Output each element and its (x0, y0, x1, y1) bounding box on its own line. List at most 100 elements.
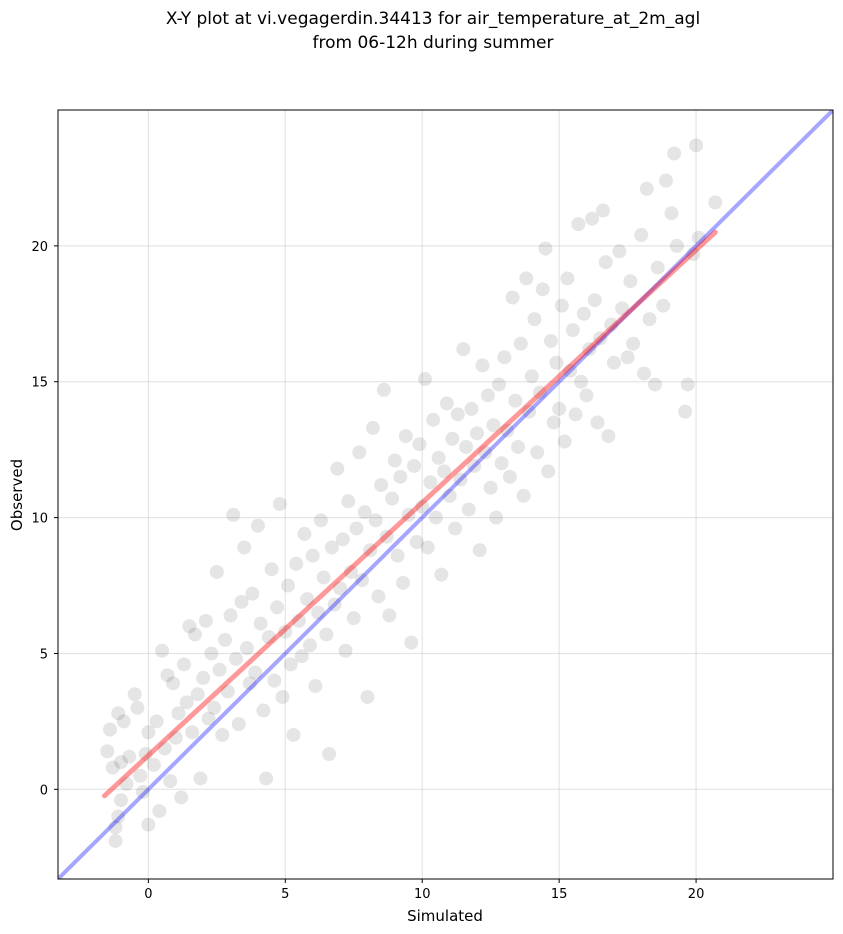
scatter-point (530, 445, 545, 460)
scatter-point (374, 477, 389, 492)
scatter-point (270, 600, 285, 615)
scatter-point (494, 456, 509, 471)
scatter-point (524, 369, 539, 384)
scatter-point (639, 181, 654, 196)
scatter-point (650, 260, 665, 275)
scatter-point (453, 472, 468, 487)
scatter-point (261, 630, 276, 645)
scatter-point (313, 513, 328, 528)
scatter-point (407, 458, 422, 473)
scatter-point (166, 676, 181, 691)
scatter-point (365, 420, 380, 435)
scatter-point (133, 768, 148, 783)
scatter-point (294, 649, 309, 664)
scatter-point (535, 282, 550, 297)
scatter-point (658, 173, 673, 188)
scatter-point (500, 423, 515, 438)
scatter-point (606, 355, 621, 370)
scatter-point (428, 510, 443, 525)
one-to-one-line (58, 110, 833, 879)
scatter-point (582, 342, 597, 357)
scatter-point (198, 613, 213, 628)
scatter-point (593, 331, 608, 346)
plot-area-frame (57, 109, 834, 880)
scatter-point (349, 521, 364, 536)
scatter-point (278, 624, 293, 639)
scatter-point (461, 502, 476, 517)
scatter-point (248, 665, 263, 680)
scatter-point (368, 513, 383, 528)
x-tick-label: 0 (144, 887, 152, 902)
scatter-point (387, 453, 402, 468)
scatter-point (382, 608, 397, 623)
scatter-point (554, 298, 569, 313)
scatter-point (234, 594, 249, 609)
y-axis-label: Observed (8, 459, 26, 531)
scatter-point (152, 804, 167, 819)
scatter-point (338, 643, 353, 658)
scatter-point (620, 350, 635, 365)
scatter-point (541, 464, 556, 479)
scatter-point (546, 415, 561, 430)
scatter-point (689, 138, 704, 153)
scatter-point (409, 535, 424, 550)
scatter-point (571, 217, 586, 232)
x-tick-label: 20 (688, 887, 705, 902)
scatter-point (333, 581, 348, 596)
scatter-point (122, 749, 137, 764)
y-tick-label: 5 (40, 647, 48, 662)
scatter-point (300, 592, 315, 607)
scatter-point (396, 575, 411, 590)
scatter-point (456, 342, 471, 357)
scatter-point (215, 727, 230, 742)
scatter-point (357, 505, 372, 520)
scatter-point (568, 407, 583, 422)
scatter-point (538, 241, 553, 256)
scatter-point (229, 651, 244, 666)
scatter-point (579, 388, 594, 403)
scatter-point (472, 543, 487, 558)
scatter-point (212, 662, 227, 677)
scatter-point (308, 679, 323, 694)
scatter-point (163, 774, 178, 789)
scatter-point (239, 641, 254, 656)
scatter-point (552, 401, 567, 416)
scatter-point (642, 312, 657, 327)
scatter-point (174, 790, 189, 805)
scatter-point (450, 407, 465, 422)
scatter-point (678, 404, 693, 419)
scatter-point (237, 540, 252, 555)
scatter-point (168, 730, 183, 745)
scatter-point (595, 203, 610, 218)
scatter-point (404, 635, 419, 650)
scatter-point (291, 613, 306, 628)
scatter-point (344, 564, 359, 579)
scatter-point (218, 632, 233, 647)
scatter-point (483, 480, 498, 495)
scatter-point (141, 817, 156, 832)
scatter-point (508, 393, 523, 408)
y-tick-label: 20 (31, 240, 48, 255)
scatter-point (491, 377, 506, 392)
scatter-point (680, 377, 695, 392)
scatter-point (415, 499, 430, 514)
scatter-point (289, 556, 304, 571)
scatter-point (103, 722, 118, 737)
scatter-point (423, 475, 438, 490)
scatter-point (489, 510, 504, 525)
scatter-point (196, 670, 211, 685)
scatter-point (557, 434, 572, 449)
scatter-point (420, 540, 435, 555)
scatter-point (664, 206, 679, 221)
scatter-point (623, 274, 638, 289)
scatter-point (478, 445, 493, 460)
scatter-point (686, 247, 701, 262)
scatter-point (626, 336, 641, 351)
scatter-point (615, 301, 630, 316)
scatter-point (155, 643, 170, 658)
scatter-point (371, 589, 386, 604)
scatter-point (464, 401, 479, 416)
scatter-point (563, 363, 578, 378)
scatter-point (311, 605, 326, 620)
x-tick-label: 10 (414, 887, 431, 902)
